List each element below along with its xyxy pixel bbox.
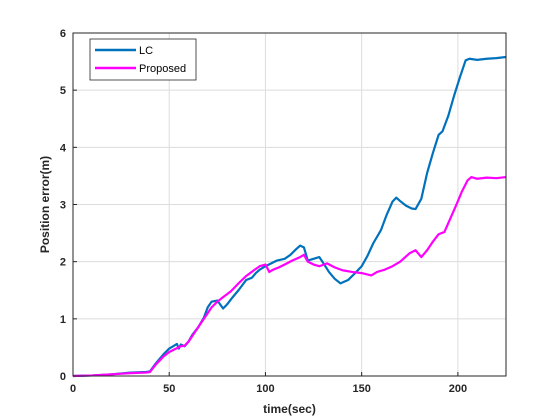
- legend-label-proposed: Proposed: [139, 63, 186, 75]
- x-tick-label: 0: [70, 383, 76, 395]
- y-tick-label: 5: [60, 85, 66, 97]
- x-tick-label: 50: [163, 383, 175, 395]
- y-tick-label: 6: [60, 28, 66, 40]
- y-tick-label: 0: [60, 371, 66, 383]
- y-axis-title: Position error(m): [38, 156, 52, 253]
- legend-box: [89, 38, 197, 81]
- y-tick-label: 4: [60, 142, 67, 154]
- x-axis-title: time(sec): [263, 402, 316, 416]
- y-tick-label: 1: [60, 314, 66, 326]
- series-line-proposed: [72, 175, 507, 378]
- y-tick-label: 3: [60, 200, 66, 212]
- y-tick-label: 2: [60, 257, 66, 269]
- legend-label-lc: LC: [139, 45, 153, 57]
- x-tick-label: 150: [352, 383, 370, 395]
- ticks: 0 50 100 150 200 0 1 2 3 4 5 6: [60, 28, 467, 395]
- x-tick-label: 200: [449, 383, 467, 395]
- legend: LC Proposed: [89, 38, 197, 81]
- series-layer: [72, 55, 507, 378]
- x-tick-label: 100: [256, 383, 274, 395]
